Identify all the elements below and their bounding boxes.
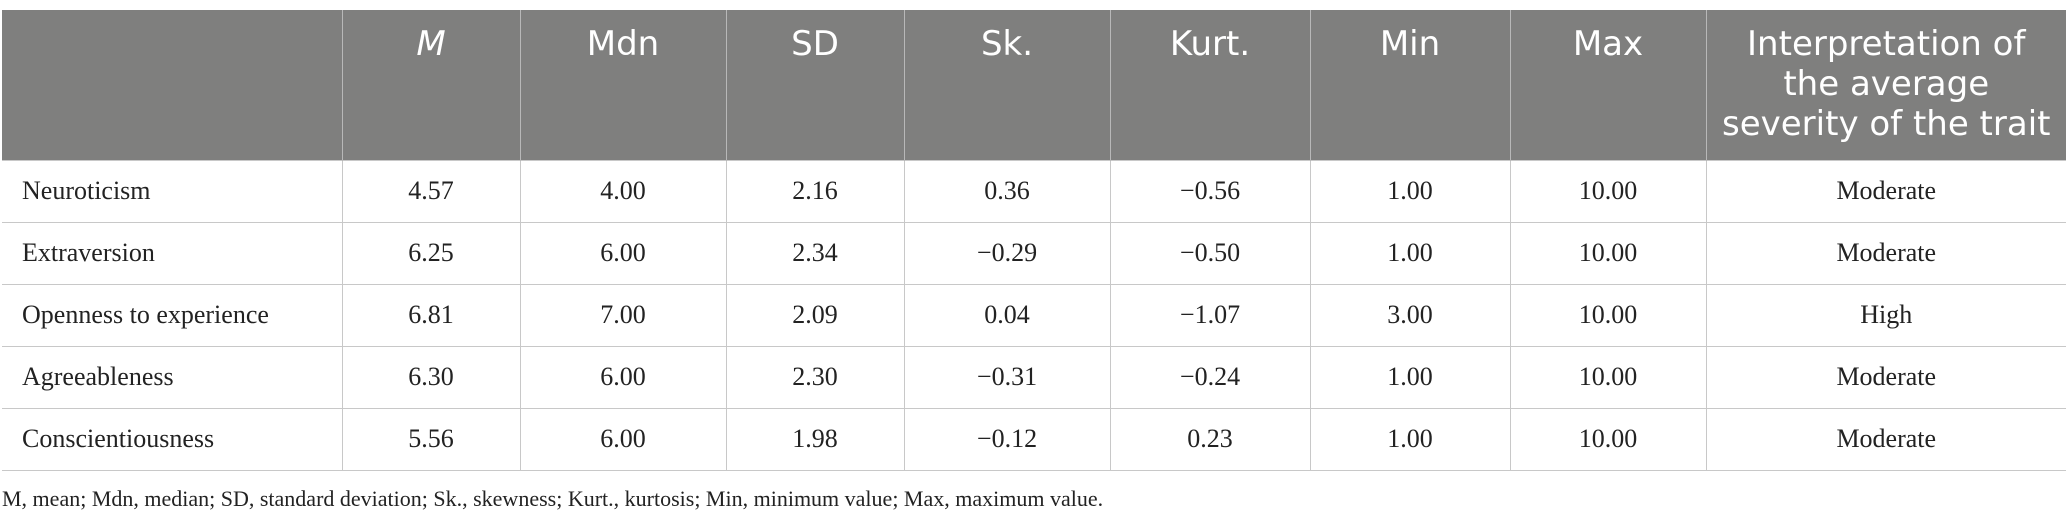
cell-skewness: 0.04 <box>903 283 1110 346</box>
header-cell-max: Max <box>1509 10 1706 160</box>
descriptive-statistics-table: M Mdn SD Sk. Kurt. Min Max Interpretatio… <box>2 10 2066 471</box>
table-row: Neuroticism 4.57 4.00 2.16 0.36 −0.56 1.… <box>2 159 2066 222</box>
cell-median: 7.00 <box>519 283 726 346</box>
cell-kurtosis: −1.07 <box>1109 283 1310 346</box>
cell-median: 4.00 <box>519 159 726 222</box>
cell-sd: 2.16 <box>725 159 904 222</box>
cell-skewness: −0.12 <box>903 407 1110 471</box>
cell-median: 6.00 <box>519 407 726 471</box>
cell-sd: 2.34 <box>725 221 904 284</box>
header-cell-sd: SD <box>725 10 904 160</box>
cell-skewness: −0.31 <box>903 345 1110 408</box>
cell-max: 10.00 <box>1509 159 1706 222</box>
cell-min: 1.00 <box>1309 407 1510 471</box>
cell-mean: 4.57 <box>341 159 520 222</box>
cell-interpretation: Moderate <box>1705 407 2066 471</box>
cell-median: 6.00 <box>519 221 726 284</box>
cell-interpretation: High <box>1705 283 2066 346</box>
cell-interpretation: Moderate <box>1705 345 2066 408</box>
header-cell-min: Min <box>1309 10 1510 160</box>
cell-min: 3.00 <box>1309 283 1510 346</box>
cell-max: 10.00 <box>1509 407 1706 471</box>
row-label: Conscientiousness <box>2 407 342 471</box>
cell-min: 1.00 <box>1309 345 1510 408</box>
cell-median: 6.00 <box>519 345 726 408</box>
table-row: Conscientiousness 5.56 6.00 1.98 −0.12 0… <box>2 407 2066 471</box>
header-cell-interpretation: Interpretation of the average severity o… <box>1705 10 2066 160</box>
cell-sd: 2.30 <box>725 345 904 408</box>
header-cell-variable <box>2 10 342 160</box>
cell-skewness: 0.36 <box>903 159 1110 222</box>
table-row: Openness to experience 6.81 7.00 2.09 0.… <box>2 283 2066 346</box>
cell-mean: 6.30 <box>341 345 520 408</box>
table-row: Agreeableness 6.30 6.00 2.30 −0.31 −0.24… <box>2 345 2066 408</box>
cell-min: 1.00 <box>1309 221 1510 284</box>
cell-kurtosis: −0.50 <box>1109 221 1310 284</box>
row-label: Extraversion <box>2 221 342 284</box>
cell-kurtosis: −0.24 <box>1109 345 1310 408</box>
descriptive-statistics-table-container: M Mdn SD Sk. Kurt. Min Max Interpretatio… <box>2 10 2066 471</box>
cell-kurtosis: −0.56 <box>1109 159 1310 222</box>
header-cell-kurtosis: Kurt. <box>1109 10 1310 160</box>
cell-skewness: −0.29 <box>903 221 1110 284</box>
header-cell-skewness: Sk. <box>903 10 1110 160</box>
cell-interpretation: Moderate <box>1705 159 2066 222</box>
cell-mean: 6.81 <box>341 283 520 346</box>
cell-max: 10.00 <box>1509 283 1706 346</box>
header-cell-median: Mdn <box>519 10 726 160</box>
row-label: Openness to experience <box>2 283 342 346</box>
cell-sd: 2.09 <box>725 283 904 346</box>
row-label: Neuroticism <box>2 159 342 222</box>
table-footnote: M, mean; Mdn, median; SD, standard devia… <box>2 486 1104 511</box>
header-row: M Mdn SD Sk. Kurt. Min Max Interpretatio… <box>2 10 2066 160</box>
cell-interpretation: Moderate <box>1705 221 2066 284</box>
cell-sd: 1.98 <box>725 407 904 471</box>
header-cell-mean: M <box>341 10 520 160</box>
cell-mean: 6.25 <box>341 221 520 284</box>
cell-mean: 5.56 <box>341 407 520 471</box>
row-label: Agreeableness <box>2 345 342 408</box>
table-row: Extraversion 6.25 6.00 2.34 −0.29 −0.50 … <box>2 221 2066 284</box>
cell-max: 10.00 <box>1509 345 1706 408</box>
cell-min: 1.00 <box>1309 159 1510 222</box>
cell-kurtosis: 0.23 <box>1109 407 1310 471</box>
cell-max: 10.00 <box>1509 221 1706 284</box>
